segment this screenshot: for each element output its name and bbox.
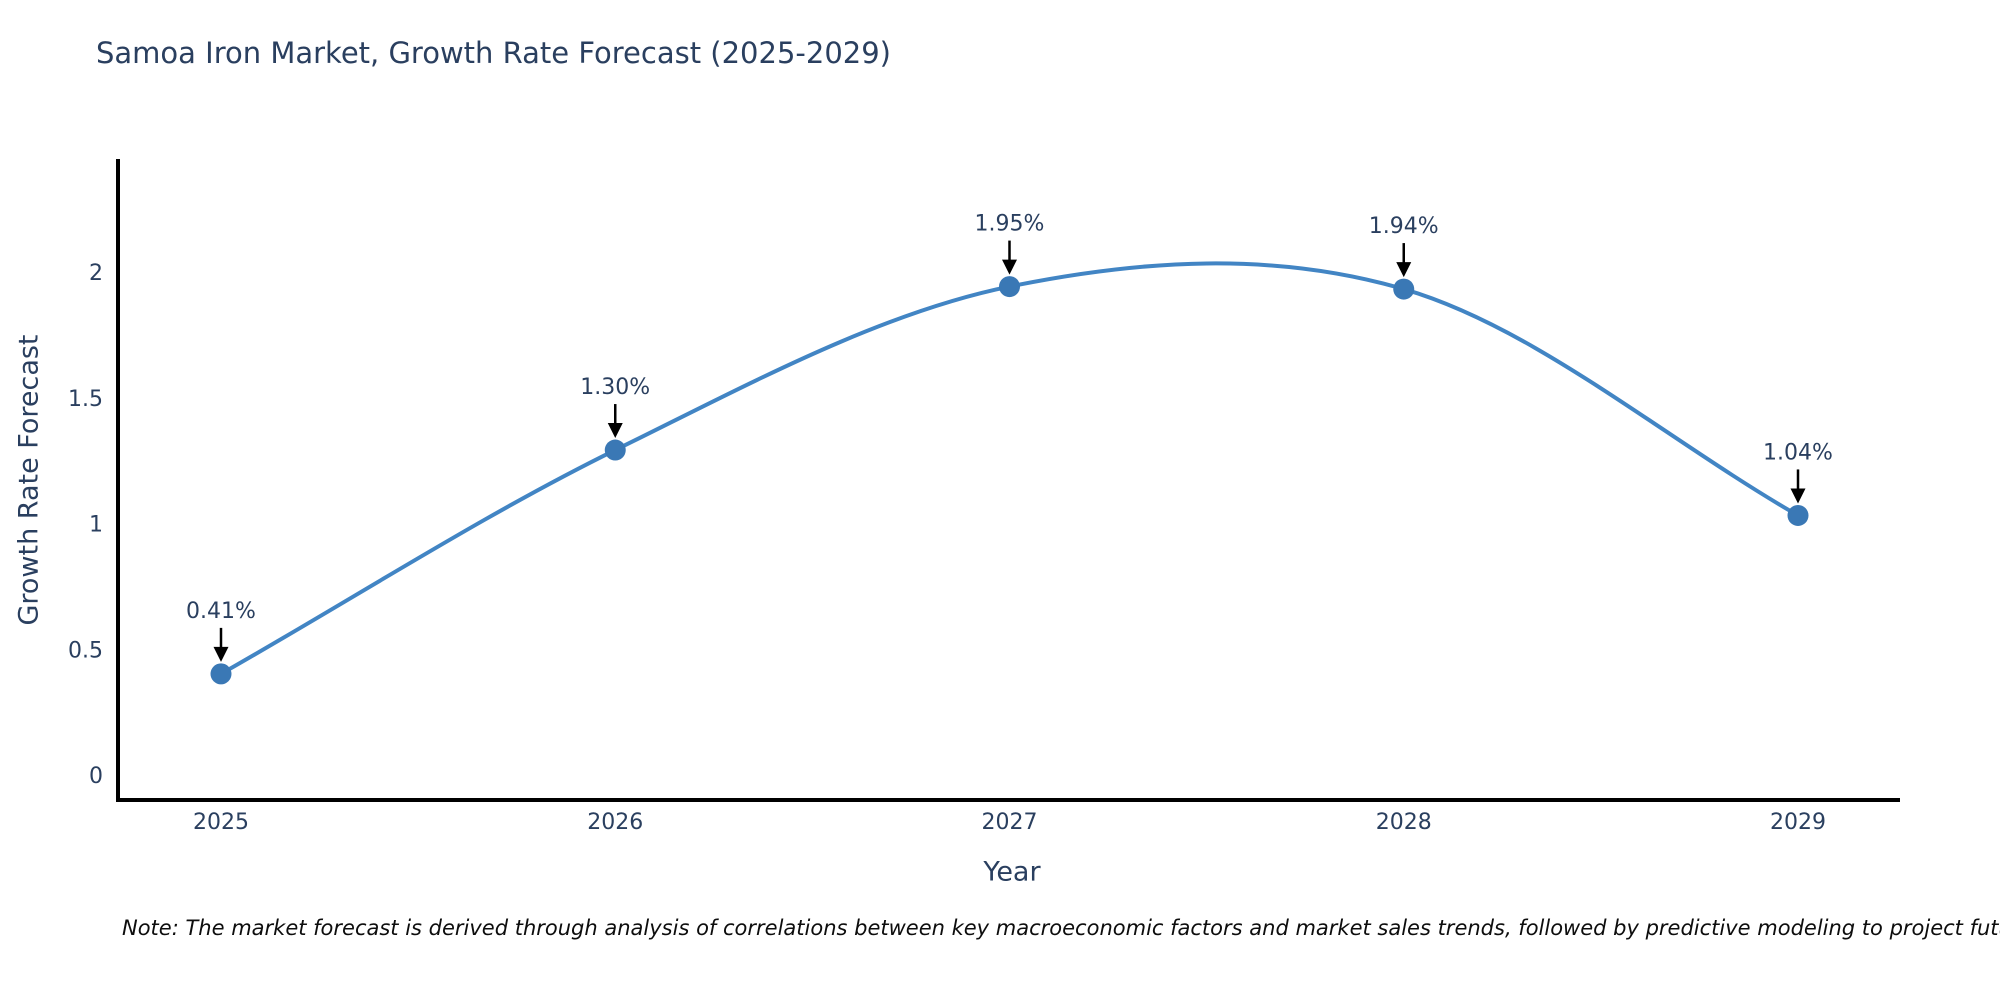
data-point-label: 0.41% [186, 599, 256, 624]
data-point-label: 1.95% [975, 212, 1045, 237]
data-point-marker [604, 439, 626, 461]
x-tick-label: 2025 [193, 810, 249, 835]
annotation-arrow-head [1790, 488, 1806, 504]
y-tick-label: 2 [89, 261, 103, 286]
data-point-marker [1787, 504, 1809, 526]
data-point-label: 1.30% [580, 375, 650, 400]
x-axis-title: Year [982, 857, 1041, 888]
chart-title: Samoa Iron Market, Growth Rate Forecast … [96, 36, 891, 70]
annotation-arrow-head [213, 646, 229, 662]
y-tick-label: 1 [89, 513, 103, 538]
data-point-label: 1.04% [1763, 440, 1833, 465]
data-point-marker [1393, 278, 1415, 300]
x-tick-label: 2027 [982, 810, 1038, 835]
forecast-line [219, 261, 1800, 676]
data-point-marker [999, 276, 1020, 298]
x-tick-label: 2029 [1770, 810, 1826, 835]
y-axis-title: Growth Rate Forecast [14, 334, 45, 625]
annotation-arrow-head [1002, 259, 1017, 275]
x-tick-label: 2028 [1376, 810, 1432, 835]
data-point-marker [210, 663, 232, 685]
annotation-arrow-head [1396, 262, 1412, 278]
annotation-arrow-head [607, 423, 623, 439]
x-tick-label: 2026 [587, 810, 643, 835]
data-point-label: 1.94% [1369, 214, 1439, 239]
y-tick-label: 1.5 [68, 387, 103, 412]
footnote: Note: The market forecast is derived thr… [122, 916, 2000, 940]
y-tick-label: 0.5 [68, 638, 103, 663]
y-tick-label: 0 [89, 764, 103, 789]
